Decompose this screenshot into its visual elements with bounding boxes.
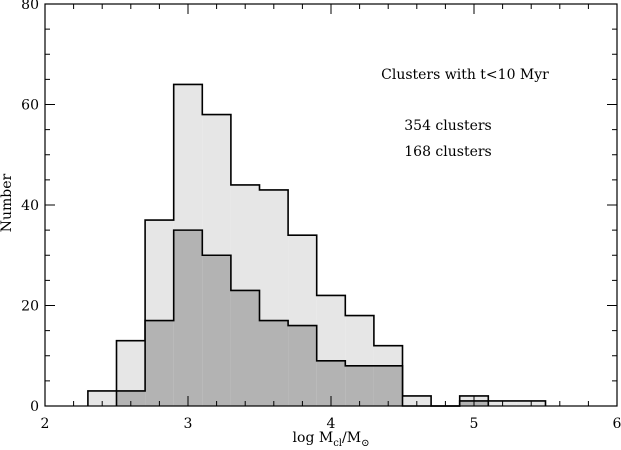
y-tick-label: 20	[21, 299, 39, 315]
y-tick-label: 40	[21, 198, 39, 214]
bar	[259, 320, 289, 406]
bar	[402, 395, 432, 406]
series-2	[115, 229, 490, 407]
x-tick-label: 3	[184, 416, 193, 432]
x-tick-label: 6	[613, 416, 621, 432]
plot-frame	[44, 3, 618, 407]
bar	[373, 365, 403, 406]
annotation-title: Clusters with t<10 Myr	[381, 67, 549, 83]
annotation-subset-count: 168 clusters	[404, 144, 491, 160]
x-axis-label: log Mcl/M⊙	[293, 430, 370, 449]
y-tick-label: 80	[21, 0, 39, 13]
series-outline	[87, 83, 547, 407]
bar	[87, 390, 117, 406]
x-tick-label: 2	[41, 416, 50, 432]
y-tick-label: 60	[21, 98, 39, 114]
bar	[345, 365, 374, 406]
bars-layer	[87, 83, 547, 407]
bar	[173, 230, 203, 406]
bar	[202, 255, 231, 406]
bar	[145, 320, 174, 406]
x-tick-label: 4	[327, 416, 336, 432]
annotation-total-count: 354 clusters	[404, 118, 491, 134]
y-tick-label: 0	[30, 399, 39, 415]
bar	[116, 390, 146, 406]
x-tick-label: 5	[470, 416, 479, 432]
y-axis-label: Number	[0, 173, 15, 232]
bar	[288, 325, 317, 406]
bar	[230, 290, 260, 406]
